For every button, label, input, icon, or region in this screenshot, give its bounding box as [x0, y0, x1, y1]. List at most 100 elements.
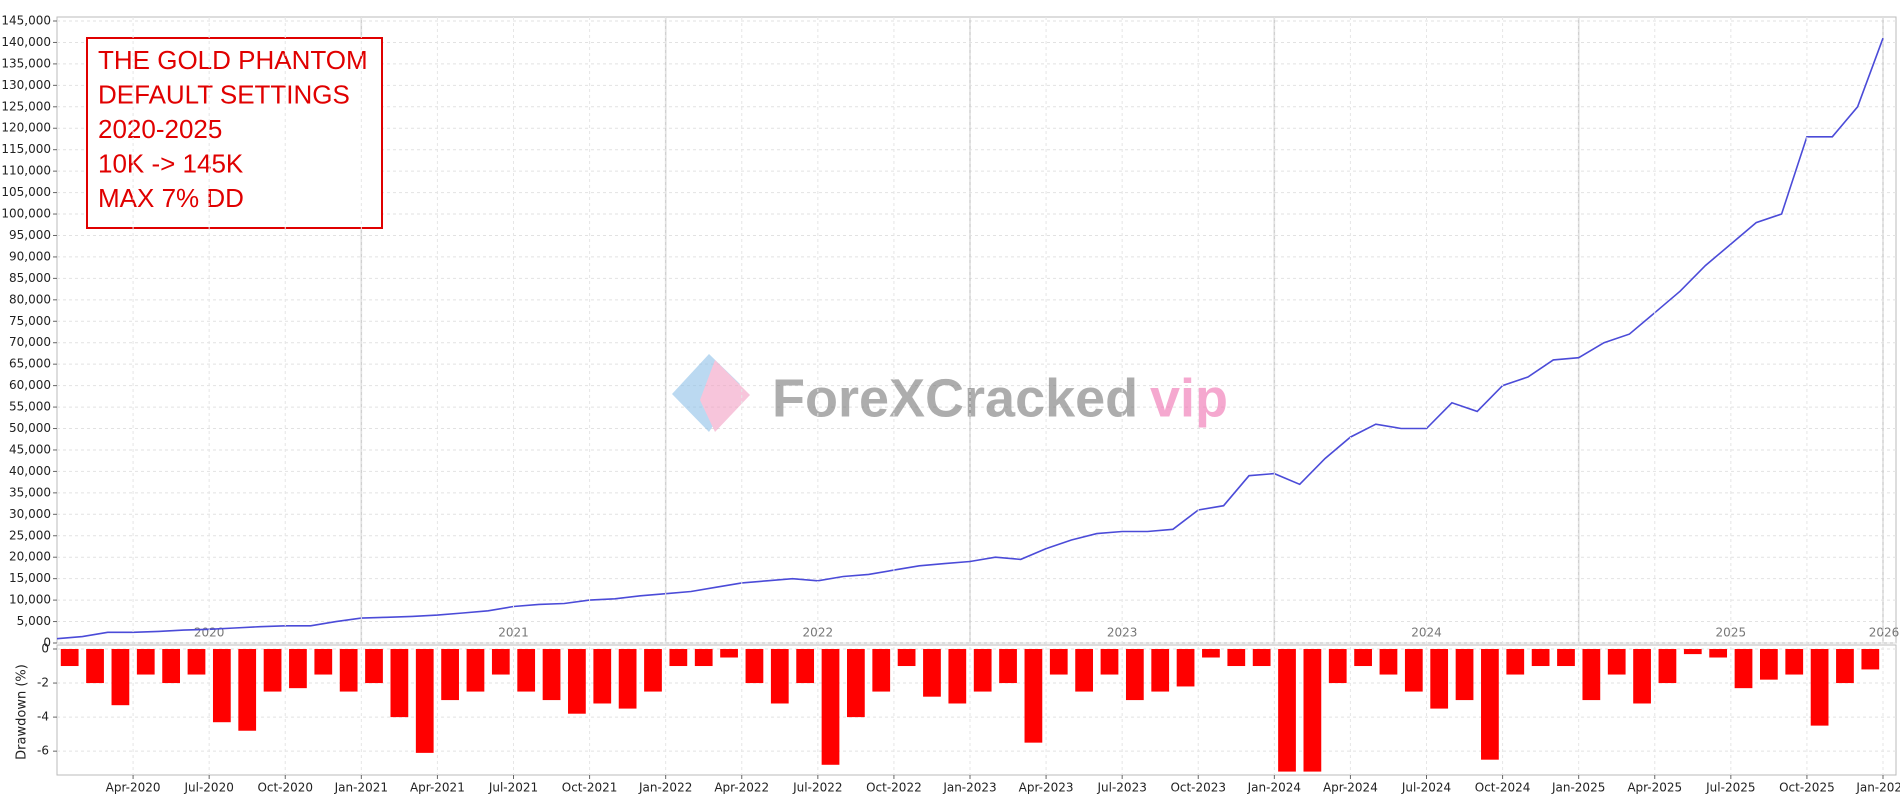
drawdown-bar: [187, 649, 206, 675]
x-tick-label: Apr-2024: [1323, 781, 1378, 795]
y-tick-label: 145,000: [1, 14, 51, 28]
drawdown-bar: [1303, 649, 1322, 772]
watermark-icon: [700, 360, 750, 432]
y-tick-label: 65,000: [9, 357, 51, 371]
x-tick-label: Apr-2023: [1019, 781, 1074, 795]
drawdown-bar: [1354, 649, 1372, 667]
y-tick-label: 0: [43, 636, 51, 650]
drawdown-bar: [111, 649, 130, 706]
x-tick-label: Jan-2024: [1247, 781, 1301, 795]
x-tick-label: Oct-2021: [562, 781, 618, 795]
drawdown-bar: [846, 649, 865, 718]
drawdown-bar: [1557, 649, 1575, 667]
y-tick-label: 30,000: [9, 507, 51, 521]
y-tick-label: 80,000: [9, 292, 51, 306]
x-tick-label: Oct-2022: [866, 781, 922, 795]
drawdown-bar: [923, 649, 941, 697]
y-tick-label: 105,000: [1, 185, 51, 199]
x-tick-label: Jul-2023: [1096, 781, 1146, 795]
drawdown-bar: [1227, 649, 1246, 667]
drawdown-bar: [238, 649, 257, 731]
y-axis-label: Drawdown (%): [15, 664, 30, 760]
drawdown-bar: [60, 649, 79, 667]
drawdown-bar: [999, 649, 1017, 684]
drawdown-bar: [821, 649, 840, 765]
drawdown-bar: [897, 649, 916, 667]
y-tick-label: 115,000: [1, 142, 51, 156]
year-label: 2025: [1716, 626, 1747, 640]
x-tick-label: Jan-2025: [1551, 781, 1605, 795]
y-tick-label: 20,000: [9, 550, 51, 564]
drawdown-bar: [948, 649, 967, 704]
y-tick-label: 35,000: [9, 485, 51, 499]
annotation-text: 10K -> 145K: [98, 148, 244, 178]
drawdown-bar: [770, 649, 789, 704]
y-tick-label: 75,000: [9, 314, 51, 328]
y-tick-label: 60,000: [9, 378, 51, 392]
drawdown-bar: [1328, 649, 1347, 684]
drawdown-bar: [745, 649, 764, 684]
drawdown-bar: [314, 649, 333, 675]
year-label: 2023: [1107, 626, 1138, 640]
drawdown-bar: [872, 649, 891, 692]
x-tick-label: Jul-2024: [1401, 781, 1451, 795]
drawdown-bar: [441, 649, 459, 701]
x-tick-label: Apr-2025: [1627, 781, 1682, 795]
x-tick-label: Oct-2020: [257, 781, 313, 795]
y-tick-label: 120,000: [1, 121, 51, 135]
drawdown-bar: [1759, 649, 1778, 680]
drawdown-bar: [1709, 649, 1728, 658]
x-tick-label: Apr-2022: [714, 781, 769, 795]
x-tick-label: Jul-2021: [488, 781, 538, 795]
y-tick-label: 90,000: [9, 249, 51, 263]
drawdown-bar: [1633, 649, 1651, 704]
drawdown-bar: [1734, 649, 1753, 689]
drawdown-bar: [1658, 649, 1677, 684]
drawdown-bar: [1252, 649, 1271, 667]
drawdown-bar: [1278, 649, 1296, 772]
y-tick-label: 110,000: [1, 164, 51, 178]
annotation-text: MAX 7% DD: [98, 183, 244, 213]
year-label: 2022: [803, 626, 834, 640]
drawdown-bar: [694, 649, 713, 667]
year-label: 2021: [498, 626, 529, 640]
drawdown-bar: [1049, 649, 1068, 675]
drawdown-bar: [1176, 649, 1195, 687]
year-label: 2026: [1869, 626, 1900, 640]
drawdown-bar: [466, 649, 485, 692]
drawdown-bar: [1379, 649, 1398, 675]
y-tick-label: 50,000: [9, 421, 51, 435]
y-tick-label: 100,000: [1, 207, 51, 221]
drawdown-bar: [365, 649, 383, 684]
annotation-box: [86, 37, 383, 229]
drawdown-bar: [1024, 649, 1043, 743]
drawdown-bar: [1075, 649, 1094, 692]
drawdown-bar: [1430, 649, 1449, 709]
drawdown-bar: [568, 649, 586, 714]
annotation-text: THE GOLD PHANTOM: [98, 45, 368, 75]
x-tick-label: Jul-2022: [792, 781, 842, 795]
drawdown-bar: [1202, 649, 1220, 658]
x-tick-label: Apr-2021: [410, 781, 465, 795]
y-tick-label: 140,000: [1, 35, 51, 49]
drawdown-bar: [415, 649, 434, 753]
drawdown-bar: [644, 649, 662, 692]
drawdown-bar: [1455, 649, 1474, 701]
drawdown-bar: [212, 649, 231, 723]
x-tick-label: Oct-2023: [1170, 781, 1226, 795]
drawdown-bar: [1404, 649, 1423, 692]
y-tick-label: 45,000: [9, 442, 51, 456]
y-tick-label: 85,000: [9, 271, 51, 285]
drawdown-bar: [796, 649, 815, 684]
x-tick-label: Jul-2025: [1705, 781, 1755, 795]
drawdown-bar: [542, 649, 561, 701]
y-tick-label: 40,000: [9, 464, 51, 478]
year-label: 2024: [1411, 626, 1442, 640]
drawdown-bar: [517, 649, 536, 692]
y-tick-label: 25,000: [9, 528, 51, 542]
x-tick-label: Jan-2022: [638, 781, 692, 795]
x-tick-label: Apr-2020: [106, 781, 161, 795]
y-tick-label: 5,000: [17, 614, 51, 628]
x-tick-label: Jan-2023: [942, 781, 996, 795]
